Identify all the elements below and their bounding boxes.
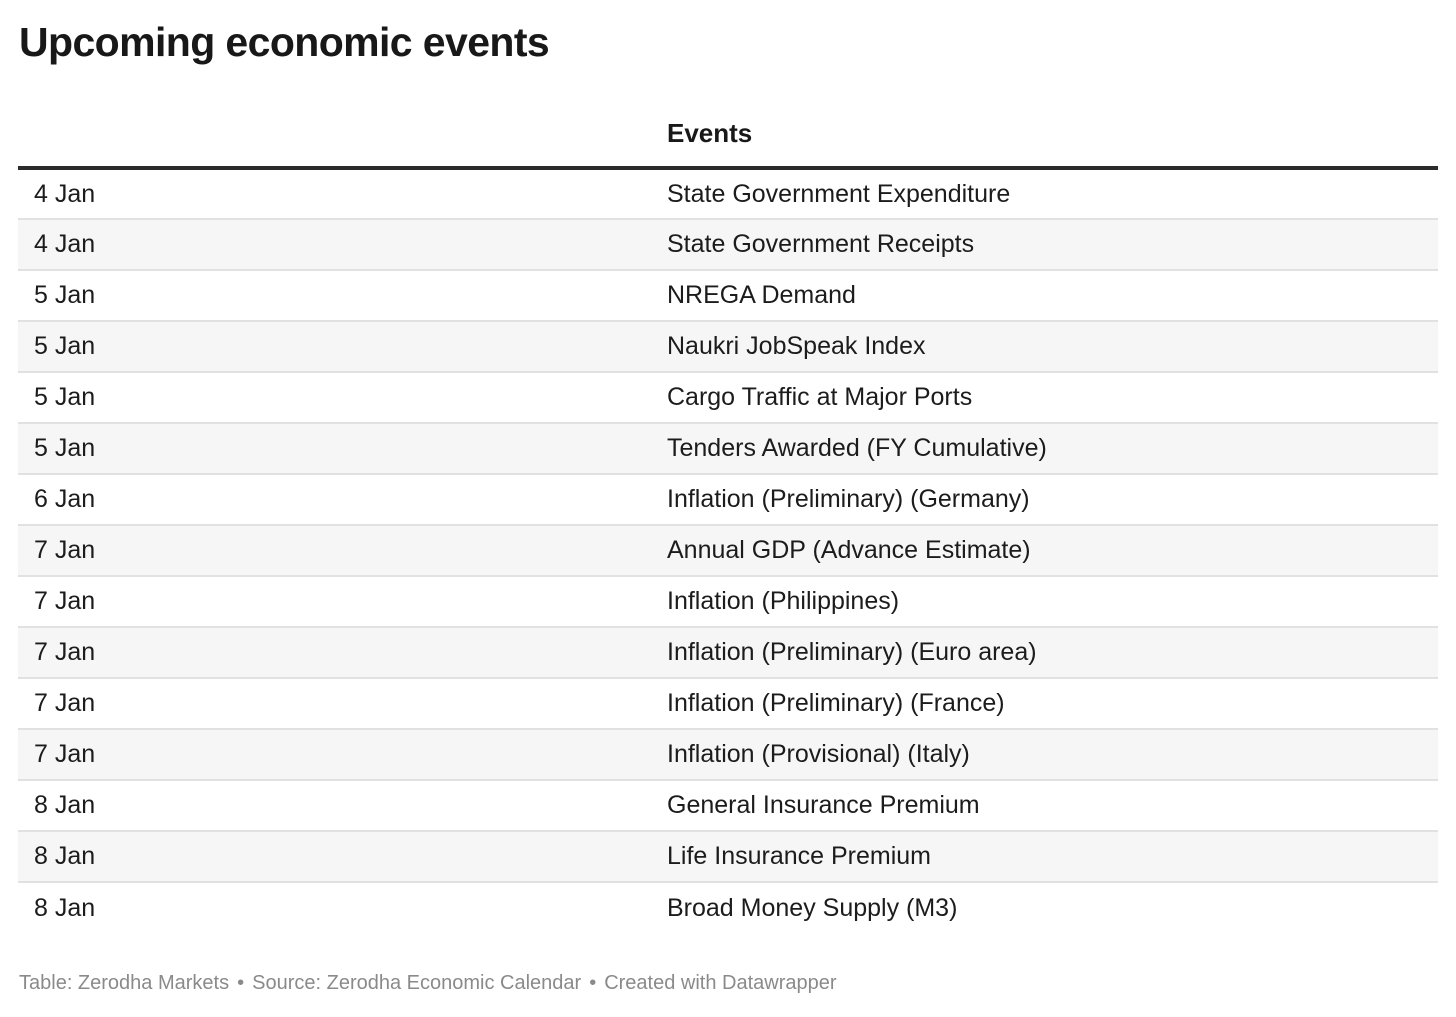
event-date-cell: 7 Jan [18,729,650,781]
event-name-cell: Cargo Traffic at Major Ports [650,372,1438,424]
event-name-cell: Inflation (Provisional) (Italy) [650,729,1438,781]
table-row: 7 Jan Inflation (Preliminary) (Euro area) [18,627,1438,679]
event-name-cell: Inflation (Preliminary) (Germany) [650,474,1438,526]
event-name-cell: State Government Receipts [650,219,1438,271]
table-row: 4 Jan State Government Expenditure [18,168,1438,220]
event-date-cell: 7 Jan [18,627,650,679]
event-date-cell: 4 Jan [18,219,650,271]
table-row: 6 Jan Inflation (Preliminary) (Germany) [18,474,1438,526]
source-credit: Source: Zerodha Economic Calendar [252,972,582,994]
event-date-cell: 5 Jan [18,321,650,373]
event-date-cell: 4 Jan [18,168,650,220]
event-name-cell: Inflation (Preliminary) (Euro area) [650,627,1438,679]
table-row: 7 Jan Inflation (Provisional) (Italy) [18,729,1438,781]
table-header-row: Events [18,100,1438,170]
event-date-cell: 5 Jan [18,270,650,322]
event-date-cell: 5 Jan [18,372,650,424]
event-name-cell: Life Insurance Premium [650,831,1438,883]
event-date-cell: 5 Jan [18,423,650,475]
table-row: 7 Jan Annual GDP (Advance Estimate) [18,525,1438,577]
events-table-container: Events 4 Jan State Government Expenditure… [18,100,1438,933]
page-title: Upcoming economic events [19,19,550,65]
table-row: 7 Jan Inflation (Preliminary) (France) [18,678,1438,730]
event-name-cell: NREGA Demand [650,270,1438,322]
table-credit: Table: Zerodha Markets [19,972,230,994]
table-row: 8 Jan General Insurance Premium [18,780,1438,832]
footer-separator: • [237,972,245,994]
footer-credits: Table: Zerodha Markets • Source: Zerodha E… [19,972,837,995]
event-name-cell: Broad Money Supply (M3) [667,893,958,922]
event-date-cell: 6 Jan [18,474,650,526]
table-row: 4 Jan State Government Receipts [18,219,1438,271]
event-name-cell: Annual GDP (Advance Estimate) [650,525,1438,577]
event-date-cell: 8 Jan [34,893,96,922]
event-date-cell: 7 Jan [18,576,650,628]
event-date-cell: 8 Jan [18,780,650,832]
table-row: 5 Jan Naukri JobSpeak Index [18,321,1438,373]
event-date-cell: 8 Jan [18,831,650,883]
table-row: 5 Jan Cargo Traffic at Major Ports [18,372,1438,424]
table-row: 5 Jan NREGA Demand [18,270,1438,322]
event-name-cell: Tenders Awarded (FY Cumulative) [650,423,1438,475]
event-name-cell: General Insurance Premium [650,780,1438,832]
event-name-cell: Inflation (Preliminary) (France) [650,678,1438,730]
datawrapper-credit[interactable]: Created with Datawrapper [604,972,837,994]
events-table: Events 4 Jan State Government Expenditure… [18,100,1438,933]
event-date-cell: 7 Jan [18,525,650,577]
event-name-cell: Naukri JobSpeak Index [650,321,1438,373]
event-name-cell: Inflation (Philippines) [650,576,1438,628]
table-header: Events [18,100,1438,170]
footer-separator: • [589,972,597,994]
event-date-cell: 7 Jan [18,678,650,730]
table-row: 5 Jan Tenders Awarded (FY Cumulative) [18,423,1438,475]
table-row: 7 Jan Inflation (Philippines) [18,576,1438,628]
column-header-events[interactable]: Events [650,100,1438,170]
table-row: 8 Jan Life Insurance Premium [18,831,1438,883]
table-row: 8 Jan Broad Money Supply (M3) [18,882,1438,933]
event-name-cell: State Government Expenditure [650,168,1438,220]
column-header-date[interactable] [18,100,650,170]
table-body: 4 Jan State Government Expenditure 4 Jan St… [18,168,1438,933]
